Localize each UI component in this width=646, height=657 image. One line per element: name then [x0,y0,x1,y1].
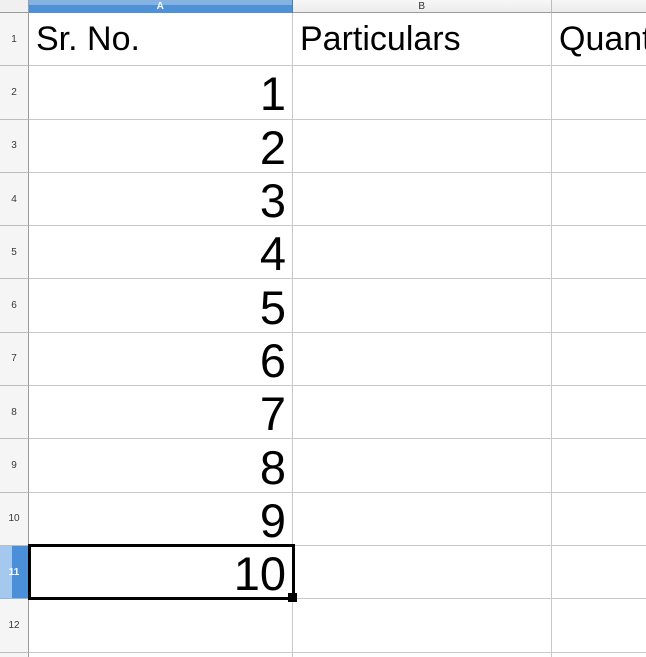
row-header-9[interactable]: 9 [0,439,29,493]
cell-c13[interactable] [552,652,646,657]
cell-c3[interactable] [552,119,646,173]
cell-b3[interactable] [293,119,552,173]
cell-b2[interactable] [293,66,552,120]
cell-b12[interactable] [293,599,552,653]
cell-c6[interactable] [552,279,646,333]
column-header-c[interactable] [552,0,646,13]
row-header-1[interactable]: 1 [0,13,29,67]
cell-b13[interactable] [293,652,552,657]
cell-a12[interactable] [29,599,293,653]
cell-b6[interactable] [293,279,552,333]
row-header-7[interactable]: 7 [0,332,29,387]
cell-b7[interactable] [293,332,552,387]
cell-a1[interactable]: Sr. No. [29,13,293,67]
cell-c11[interactable] [552,545,646,600]
cell-b9[interactable] [293,439,552,493]
cell-b11[interactable] [293,545,552,600]
row-header-11[interactable]: 11 [0,545,29,600]
cell-c10[interactable] [552,492,646,546]
cell-c4[interactable] [552,172,646,227]
column-header-b[interactable]: B [293,0,552,13]
cell-b4[interactable] [293,172,552,227]
row-header-8[interactable]: 8 [0,386,29,440]
cell-a4[interactable]: 3 [29,172,293,227]
row-header-4[interactable]: 4 [0,172,29,227]
cell-b10[interactable] [293,492,552,546]
cell-c9[interactable] [552,439,646,493]
cell-b1[interactable]: Particulars [293,13,552,67]
cell-b5[interactable] [293,226,552,280]
cell-b8[interactable] [293,386,552,440]
cell-a2[interactable]: 1 [29,66,293,120]
cell-a13[interactable] [29,652,293,657]
cell-c8[interactable] [552,386,646,440]
cell-c12[interactable] [552,599,646,653]
column-header-a[interactable]: A [29,0,293,13]
select-all-corner[interactable] [0,0,29,13]
cell-c2[interactable] [552,66,646,120]
row-header-2[interactable]: 2 [0,66,29,120]
cell-a11-active[interactable]: 10 [29,545,293,600]
cell-c5[interactable] [552,226,646,280]
cell-c1[interactable]: Quantity [552,13,646,67]
row-header-12[interactable]: 12 [0,599,29,653]
cell-a3[interactable]: 2 [29,119,293,173]
row-header-10[interactable]: 10 [0,492,29,546]
cell-a8[interactable]: 7 [29,386,293,440]
row-header-13[interactable] [0,652,29,657]
cell-c7[interactable] [552,332,646,387]
cell-a7[interactable]: 6 [29,332,293,387]
cell-a6[interactable]: 5 [29,279,293,333]
cell-a10[interactable]: 9 [29,492,293,546]
cell-a5[interactable]: 4 [29,226,293,280]
fill-handle[interactable] [288,593,297,602]
row-header-6[interactable]: 6 [0,279,29,333]
cell-a9[interactable]: 8 [29,439,293,493]
row-header-5[interactable]: 5 [0,226,29,280]
row-header-3[interactable]: 3 [0,119,29,173]
